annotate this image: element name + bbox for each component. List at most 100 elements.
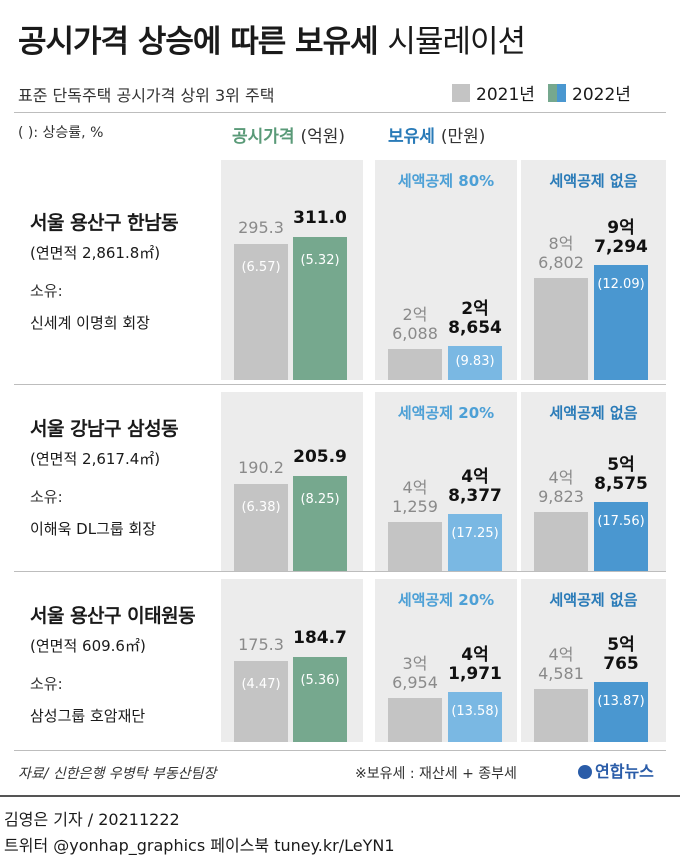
no-credit-tax-value-2021: 4억 4,581 <box>524 645 598 683</box>
tax-credit-tax-value-2022: 4억 1,971 <box>434 646 516 684</box>
house-area: (연면적 609.6㎡) <box>30 637 146 655</box>
tax-credit-label: 세액공제 20% <box>397 404 495 422</box>
tax-value-line: 8,575 <box>594 473 648 494</box>
tax-value-line: 2억 <box>461 299 489 320</box>
price-value-2021: 175.3 <box>238 635 284 655</box>
rate-unit-note: ( ): 상승률, % <box>18 125 104 141</box>
tax-credit-tax-bar-2022 <box>448 513 502 571</box>
byline-divider <box>0 795 680 797</box>
title-bold: 공시가격 상승에 따른 보유세 <box>18 24 379 60</box>
house-location: 서울 강남구 삼성동 <box>30 418 179 440</box>
legend-swatch-2022 <box>548 83 566 102</box>
social-links: 트위터 @yonhap_graphics 페이스북 tuney.kr/LeYN1 <box>4 836 395 855</box>
tax-credit-tax-value-2022: 2억 8,654 <box>434 300 516 338</box>
tax-value-line: 9,823 <box>538 487 584 507</box>
legend-swatch-2021 <box>452 83 470 102</box>
tax-credit-tax-value-2022: 4억 8,377 <box>434 466 516 506</box>
no-credit-tax-bar-2021 <box>534 689 588 742</box>
no-credit-tax-rate-2022: (12.09) <box>597 277 645 293</box>
tax-footnote: ※보유세 : 재산세 + 종부세 <box>355 766 517 782</box>
tax-value-line: 9억 <box>607 218 635 239</box>
tax-credit-tax-value-2021: 2억 6,088 <box>378 305 452 343</box>
legend-2022: 2022년 <box>548 80 631 105</box>
no-credit-tax-value-2022: 9억 7,294 <box>580 219 662 257</box>
chart-title: 공시가격 상승에 따른 보유세 시뮬레이션 <box>18 16 526 61</box>
price-value-2021: 295.3 <box>238 218 284 238</box>
logo-text: 연합뉴스 <box>595 762 654 781</box>
tax-head-unit: (만원) <box>440 127 486 147</box>
byline: 김영은 기자 / 20211222 <box>4 810 180 829</box>
tax-credit-tax-bar-2021 <box>388 522 442 571</box>
news-logo: 연합뉴스 <box>578 758 654 782</box>
no-credit-tax-value-2022: 5억 8,575 <box>580 454 662 494</box>
tax-credit-tax-rate-2022: (17.25) <box>451 525 499 541</box>
tax-credit-tax-bar-2021 <box>388 698 442 742</box>
tax-credit-tax-bar-2021 <box>388 349 442 380</box>
house-owner: 삼성그룹 호암재단 <box>30 707 146 725</box>
section-divider <box>14 384 666 385</box>
house-owner: 이해욱 DL그룹 회장 <box>30 520 157 538</box>
tax-value-line: 6,954 <box>392 673 438 693</box>
price-bar-2022 <box>293 236 347 380</box>
tax-value-line: 1,971 <box>448 664 502 685</box>
no-credit-tax-bar-2022 <box>594 501 648 571</box>
tax-value-line: 8,377 <box>448 485 502 506</box>
house-owner: 신세계 이명희 회장 <box>30 314 150 332</box>
chart-subtitle: 표준 단독주택 공시가격 상위 3위 주택 <box>18 86 275 105</box>
tax-credit-tax-rate-2022: (13.58) <box>451 704 499 720</box>
no-credit-tax-rate-2022: (13.87) <box>597 694 645 710</box>
tax-value-line: 6,088 <box>392 324 438 344</box>
no-credit-tax-value-2021: 8억 6,802 <box>524 234 598 272</box>
price-rate-2021: (4.47) <box>241 677 281 693</box>
legend-label-2021: 2021년 <box>476 85 535 105</box>
price-rate-2022: (5.36) <box>300 673 340 689</box>
price-rate-2022: (5.32) <box>300 252 340 268</box>
no-credit-tax-rate-2022: (17.56) <box>597 513 645 529</box>
tax-value-line: 3억 <box>402 654 428 674</box>
tax-value-line: 5억 <box>607 454 635 475</box>
price-rate-2022: (8.25) <box>300 492 340 508</box>
price-head-unit: (억원) <box>300 127 346 147</box>
house-area: (연면적 2,617.4㎡) <box>30 450 161 468</box>
legend-label-2022: 2022년 <box>572 85 631 105</box>
tax-value-line: 4억 <box>402 478 428 498</box>
tax-credit-tax-bar-2022 <box>448 346 502 380</box>
tax-value-line: 5억 <box>607 635 635 656</box>
price-rate-2021: (6.38) <box>241 499 281 515</box>
price-bar-2021 <box>234 661 288 742</box>
tax-value-line: 7,294 <box>594 237 648 258</box>
house-area: (연면적 2,861.8㎡) <box>30 244 161 262</box>
tax-value-line: 4억 <box>548 468 574 488</box>
price-value-2022: 205.9 <box>293 447 347 468</box>
tax-head-label: 보유세 <box>388 127 435 147</box>
price-value-2022: 311.0 <box>293 207 347 228</box>
tax-credit-label: 세액공제 80% <box>397 172 495 190</box>
tax-credit-tax-value-2021: 4억 1,259 <box>378 478 452 516</box>
house-location: 서울 용산구 이태원동 <box>30 605 196 627</box>
legend-2021: 2021년 <box>452 80 535 105</box>
no-credit-tax-bar-2021 <box>534 277 588 380</box>
tax-credit-tax-rate-2022: (9.83) <box>455 354 495 370</box>
source-note: 자료/ 신한은행 우병탁 부동산팀장 <box>18 766 217 782</box>
no-credit-tax-bar-2021 <box>534 512 588 571</box>
tax-value-line: 8억 <box>548 233 574 253</box>
header-divider <box>14 112 666 113</box>
tax-credit-tax-value-2021: 3억 6,954 <box>378 654 452 692</box>
price-head-label: 공시가격 <box>232 127 295 147</box>
price-bar-2021 <box>234 483 288 571</box>
tax-value-line: 4억 <box>548 645 574 665</box>
tax-value-line: 6,802 <box>538 252 584 272</box>
chart-panel <box>375 160 517 380</box>
price-rate-2021: (6.57) <box>241 260 281 276</box>
no-credit-tax-bar-2022 <box>594 265 648 380</box>
price-column-head: 공시가격 (억원) <box>232 122 345 147</box>
no-tax-credit-label: 세액공제 없음 <box>549 591 638 609</box>
title-light: 시뮬레이션 <box>387 24 526 60</box>
price-value-2021: 190.2 <box>238 457 284 477</box>
price-bar-2022 <box>293 476 347 571</box>
tax-value-line: 4억 <box>461 466 489 487</box>
owner-label: 소유: <box>30 675 63 693</box>
tax-value-line: 4억 <box>461 645 489 666</box>
tax-column-head: 보유세 (만원) <box>388 122 485 147</box>
price-bar-2022 <box>293 657 347 742</box>
